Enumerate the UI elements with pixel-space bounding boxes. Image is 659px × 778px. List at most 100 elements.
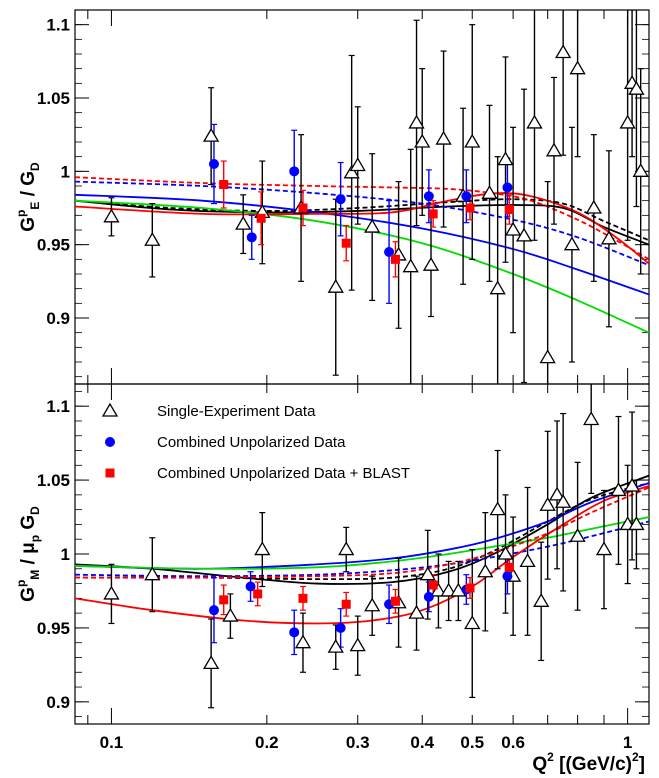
data-point (335, 194, 346, 205)
x-tick-label: 0.2 (255, 733, 279, 752)
data-point (349, 637, 366, 652)
data-point (103, 585, 120, 600)
data-point (435, 130, 452, 145)
data-point (390, 254, 400, 264)
x-tick-label: 0.3 (346, 733, 370, 752)
x-label-sup: 2 (547, 750, 554, 764)
data-point (515, 227, 533, 242)
data-point (384, 247, 395, 257)
y-tick-label: 1.05 (37, 89, 70, 108)
data-point (569, 60, 586, 75)
data-point (548, 486, 566, 501)
data-point (428, 209, 438, 219)
data-point (583, 411, 600, 426)
data-point (464, 615, 481, 630)
y-tick-label: 0.9 (46, 309, 70, 328)
plot-area (75, 384, 649, 709)
data-point (465, 583, 475, 593)
data-point (440, 582, 457, 597)
fit-curve (75, 486, 649, 579)
y-label-sub2: p (28, 535, 42, 542)
data-point (502, 571, 513, 582)
data-point (539, 496, 556, 511)
y-label-sub2: D (28, 162, 42, 171)
data-point (423, 191, 434, 202)
data-point (343, 164, 360, 179)
data-point (619, 114, 636, 129)
data-point (585, 199, 602, 214)
data-point (623, 477, 641, 492)
y-label-sup: p (14, 580, 28, 587)
data-point (219, 595, 229, 605)
data-point (235, 215, 252, 230)
data-point (289, 166, 300, 177)
data-point (555, 493, 572, 508)
data-point (208, 159, 219, 169)
data-point (364, 218, 381, 233)
data-point (489, 501, 506, 516)
legend-label: Single-Experiment Data (157, 403, 316, 420)
data-point (208, 605, 219, 616)
data-point (335, 622, 346, 633)
x-axis-label: Q2 [(GeV/c)2] (532, 750, 645, 775)
x-label-main: Q (532, 754, 547, 775)
x-label-end: ] (639, 754, 645, 775)
data-point (519, 553, 536, 568)
data-point (465, 203, 475, 213)
legend-marker (105, 468, 115, 478)
data-point (428, 580, 438, 590)
data-point (349, 157, 366, 172)
data-point (222, 607, 239, 622)
data-point (414, 133, 431, 148)
data-point (497, 151, 514, 166)
y-label-sub: M (28, 570, 42, 580)
data-point (408, 114, 425, 129)
y-tick-label: 1 (61, 162, 70, 181)
y-tick-label: 0.95 (37, 236, 70, 255)
y-tick-label: 1.1 (46, 397, 70, 416)
data-point (422, 256, 440, 271)
fit-curve (75, 199, 649, 334)
data-point (390, 596, 400, 606)
data-point (144, 566, 161, 581)
data-point (477, 563, 494, 578)
x-tick-label: 0.5 (460, 733, 484, 752)
y-label-rest2: G (18, 515, 39, 535)
data-point (219, 180, 229, 190)
legend-label: Combined Unpolarized Data + BLAST (157, 465, 410, 482)
data-point (298, 593, 308, 603)
data-point (408, 604, 425, 619)
data-point (341, 599, 351, 609)
x-tick-label: 0.1 (100, 733, 124, 752)
data-point (246, 232, 257, 243)
data-point (253, 589, 263, 599)
data-point (497, 545, 514, 560)
data-point (526, 114, 543, 129)
y-label-sub3: D (28, 506, 42, 515)
x-label-sup2: 2 (632, 750, 639, 764)
legend-marker (101, 402, 119, 417)
data-point (504, 221, 522, 236)
data-point (338, 541, 355, 556)
data-point (419, 566, 436, 581)
fit-curve (75, 199, 649, 246)
data-point (254, 541, 271, 556)
data-point (289, 627, 300, 638)
legend: Single-Experiment Data Combined Unpolariz… (101, 402, 410, 482)
plot-area (75, 10, 649, 384)
data-point (628, 80, 645, 95)
data-point (504, 204, 514, 214)
y-tick-label: 1.05 (37, 471, 70, 490)
data-point (628, 516, 645, 531)
y-label-main: G (18, 217, 39, 232)
data-point (327, 638, 344, 653)
data-point (595, 541, 613, 556)
y-label-sub: E (28, 202, 42, 210)
data-point (610, 482, 627, 497)
y-tick-label: 0.9 (46, 693, 70, 712)
data-point (489, 280, 506, 295)
data-point (327, 278, 344, 293)
y-axis-label: GpM / μp GD (14, 506, 42, 602)
